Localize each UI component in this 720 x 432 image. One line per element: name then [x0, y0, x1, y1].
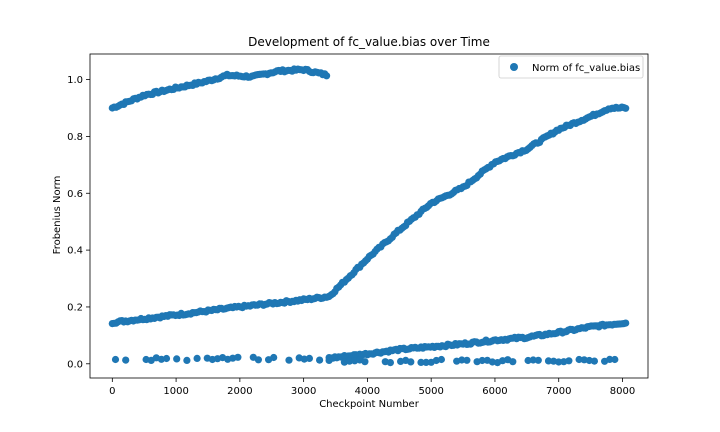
y-tick-label: 0.6	[67, 189, 83, 200]
data-point	[122, 356, 130, 364]
data-point	[611, 355, 619, 364]
data-point	[590, 357, 599, 365]
data-point	[422, 358, 430, 366]
data-point	[458, 356, 466, 364]
data-point	[270, 353, 278, 362]
data-point	[606, 355, 614, 363]
y-tick-label: 0.8	[67, 132, 83, 143]
data-point	[323, 72, 331, 80]
x-axis: 0 1000 2000 3000 4000 5000 6000 7000 8000	[109, 378, 635, 397]
y-tick-label: 0.4	[67, 246, 83, 257]
data-point	[463, 356, 471, 364]
data-point	[162, 354, 171, 363]
x-tick-label: 4000	[355, 386, 380, 397]
y-tick-label: 0.0	[67, 359, 83, 370]
data-point	[575, 355, 583, 364]
data-point	[234, 353, 242, 361]
axes-frame	[89, 53, 649, 379]
y-axis-label: Frobenius Norm	[52, 176, 63, 255]
data-point	[316, 356, 324, 364]
data-point	[285, 356, 293, 364]
data-point	[386, 359, 394, 367]
data-points	[108, 65, 630, 367]
y-axis: 0.0 0.2 0.4 0.6 0.8 1.0	[67, 75, 90, 370]
x-tick-label: 7000	[546, 386, 571, 397]
data-point	[622, 104, 630, 112]
x-tick-label: 2000	[227, 386, 252, 397]
data-point	[478, 356, 486, 365]
legend-label: Norm of fc_value.bias	[532, 63, 640, 74]
x-tick-label: 1000	[163, 386, 188, 397]
x-tick-label: 6000	[482, 386, 507, 397]
legend-box	[498, 55, 644, 79]
data-point	[509, 358, 517, 366]
y-tick-label: 1.0	[67, 75, 83, 86]
data-point	[183, 356, 191, 364]
data-point	[565, 357, 573, 365]
data-point	[437, 355, 445, 364]
x-tick-label: 0	[109, 386, 115, 397]
legend-marker	[510, 63, 518, 71]
data-point	[555, 358, 563, 366]
data-point	[193, 354, 201, 362]
data-point	[622, 319, 630, 327]
data-point	[361, 358, 369, 366]
x-axis-label: Checkpoint Number	[319, 399, 420, 410]
x-tick-label: 3000	[291, 386, 316, 397]
data-point	[111, 355, 120, 364]
x-tick-label: 5000	[418, 386, 443, 397]
data-point	[173, 355, 181, 363]
data-point	[345, 357, 354, 365]
data-point	[325, 356, 333, 364]
data-point	[407, 358, 415, 366]
data-point	[529, 356, 537, 364]
data-point	[544, 357, 553, 365]
data-point	[417, 358, 425, 366]
chart-title: Development of fc_value.bias over Time	[248, 35, 490, 49]
x-tick-label: 8000	[610, 386, 635, 397]
data-point	[254, 356, 262, 364]
data-point	[534, 356, 542, 364]
data-point	[305, 354, 313, 362]
y-tick-label: 0.2	[67, 302, 83, 313]
legend: Norm of fc_value.bias	[498, 55, 644, 79]
